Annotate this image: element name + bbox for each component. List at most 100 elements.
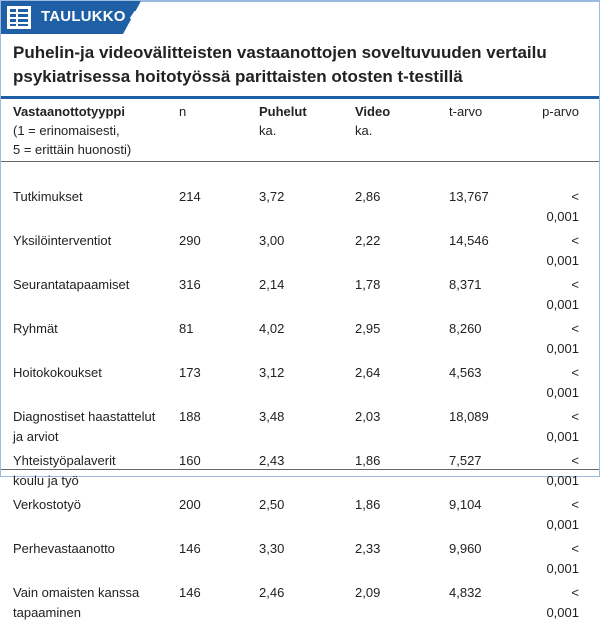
table-cell: < 0,001 xyxy=(546,233,579,268)
header-text: Vastaanottotyyppi xyxy=(13,104,125,119)
table-cell: 4,02 xyxy=(259,321,285,336)
table-row: Seurantatapaamiset 316 2,14 1,78 8,371 < 0,00… xyxy=(1,273,599,317)
table-cell: 8,260 xyxy=(449,321,482,336)
title-rule xyxy=(1,96,599,99)
table-cell: 3,12 xyxy=(259,365,285,380)
table-cell: 2,50 xyxy=(259,497,285,512)
header-text: n xyxy=(179,104,187,119)
table-cell: < 0,001 xyxy=(546,453,579,488)
table-cell: < 0,001 xyxy=(546,585,579,620)
table-title: Puhelin-ja videovälitteisten vastaanotto… xyxy=(13,41,589,89)
header-tab xyxy=(1,1,600,34)
table-cell: < 0,001 xyxy=(546,321,579,356)
table-cell: 8,371 xyxy=(449,277,482,292)
table-cell: Seurantatapaamiset xyxy=(13,277,130,292)
header-rule xyxy=(1,161,599,162)
table-cell: 2,95 xyxy=(355,321,381,336)
table-cell: 2,86 xyxy=(355,189,381,204)
table-cell: < 0,001 xyxy=(546,541,579,576)
table-cell: Diagnostiset haastattelut ja arviot xyxy=(13,409,156,444)
header-cell: Puhelut ka. xyxy=(259,102,355,175)
table-cell: < 0,001 xyxy=(546,189,579,224)
table-cell: 200 xyxy=(179,497,201,512)
header-row: Vastaanottotyyppi (1 = erinomaisesti, 5 = … xyxy=(1,102,599,175)
table-cell: 2,64 xyxy=(355,365,381,380)
table-row: Perhevastaanotto 146 3,30 2,33 9,960 < 0,001 xyxy=(1,537,599,581)
table-cell: 81 xyxy=(179,321,194,336)
table-cell: 2,46 xyxy=(259,585,285,600)
bottom-rule xyxy=(1,469,599,470)
table-cell: < 0,001 xyxy=(546,277,579,312)
tab-shape xyxy=(1,1,141,34)
table-cell: 3,00 xyxy=(259,233,285,248)
table-cell: 18,089 xyxy=(449,409,489,424)
table-cell: Tutkimukset xyxy=(13,189,83,204)
table-cell: 3,30 xyxy=(259,541,285,556)
header-cell: t-arvo xyxy=(449,102,537,175)
table-cell: 2,33 xyxy=(355,541,381,556)
table-cell: Verkostotyö xyxy=(13,497,81,512)
header-cell: Vastaanottotyyppi (1 = erinomaisesti, 5 = … xyxy=(1,102,179,175)
table-cell: 2,09 xyxy=(355,585,381,600)
table-cell: 4,563 xyxy=(449,365,482,380)
table-row: Tutkimukset 214 3,72 2,86 13,767 < 0,001 xyxy=(1,175,599,229)
table-cell: Perhevastaanotto xyxy=(13,541,115,556)
header-cell: n xyxy=(179,102,259,175)
table-cell: 4,832 xyxy=(449,585,482,600)
table-cell: 2,22 xyxy=(355,233,381,248)
header-cell: p-arvo xyxy=(537,102,599,175)
table-cell: < 0,001 xyxy=(546,365,579,400)
table-row: Verkostotyö 200 2,50 1,86 9,104 < 0,001 xyxy=(1,493,599,537)
table-cell: 214 xyxy=(179,189,201,204)
table-cell: 2,03 xyxy=(355,409,381,424)
table-cell: 316 xyxy=(179,277,201,292)
table-cell: 3,48 xyxy=(259,409,285,424)
table-cell: 3,72 xyxy=(259,189,285,204)
table-cell: 173 xyxy=(179,365,201,380)
table-cell: < 0,001 xyxy=(546,409,579,444)
header-text: Puhelut xyxy=(259,104,307,119)
table-cell: 7,527 xyxy=(449,453,482,468)
table-cell: 188 xyxy=(179,409,201,424)
table-cell: 1,86 xyxy=(355,497,381,512)
table-cell: Ryhmät xyxy=(13,321,58,336)
table-cell: 290 xyxy=(179,233,201,248)
table-cell: < 0,001 xyxy=(546,497,579,532)
table-body: Tutkimukset 214 3,72 2,86 13,767 < 0,001 Yksil… xyxy=(1,175,599,625)
table-cell: Yhteistyöpalaverit koulu ja työ xyxy=(13,453,116,488)
table-row: Yhteistyöpalaverit koulu ja työ 160 2,43 1,… xyxy=(1,449,599,493)
data-table: Vastaanottotyyppi (1 = erinomaisesti, 5 = … xyxy=(1,102,599,625)
table-icon-lines xyxy=(10,9,28,26)
tab-label: TAULUKKO 4. xyxy=(41,8,143,25)
table-cell: 146 xyxy=(179,585,201,600)
table-cell: Yksilöinterventiot xyxy=(13,233,112,248)
header-text: Video xyxy=(355,104,391,119)
title-line: psykiatrisessa hoitotyössä parittaisten … xyxy=(13,67,463,86)
header-text: ka. xyxy=(259,123,277,138)
table-row: Vain omaisten kanssa tapaaminen 146 2,46 2,… xyxy=(1,581,599,625)
header-text: t-arvo xyxy=(449,104,483,119)
table-cell: 1,78 xyxy=(355,277,381,292)
table-cell: 13,767 xyxy=(449,189,489,204)
table-cell: 2,14 xyxy=(259,277,285,292)
table-cell: 14,546 xyxy=(449,233,489,248)
table-cell: 160 xyxy=(179,453,201,468)
header-text: ka. xyxy=(355,123,373,138)
table-cell: 9,960 xyxy=(449,541,482,556)
header-text: p-arvo xyxy=(542,104,579,119)
header-text: (1 = erinomaisesti, xyxy=(13,123,120,138)
table-row: Hoitokokoukset 173 3,12 2,64 4,563 < 0,001 xyxy=(1,361,599,405)
table-row: Diagnostiset haastattelut ja arviot 188 3,… xyxy=(1,405,599,449)
header-text: 5 = erittäin huonosti) xyxy=(13,142,132,157)
table-row: Ryhmät 81 4,02 2,95 8,260 < 0,001 xyxy=(1,317,599,361)
table-row: Yksilöinterventiot 290 3,00 2,22 14,546 < 0,0… xyxy=(1,229,599,273)
table-cell: 1,86 xyxy=(355,453,381,468)
table-cell: Hoitokokoukset xyxy=(13,365,102,380)
table-cell: 2,43 xyxy=(259,453,285,468)
table-cell: 146 xyxy=(179,541,201,556)
table-cell: 9,104 xyxy=(449,497,482,512)
header-cell: Video ka. xyxy=(355,102,449,175)
table-cell: Vain omaisten kanssa tapaaminen xyxy=(13,585,140,620)
title-line: Puhelin-ja videovälitteisten vastaanotto… xyxy=(13,43,547,62)
